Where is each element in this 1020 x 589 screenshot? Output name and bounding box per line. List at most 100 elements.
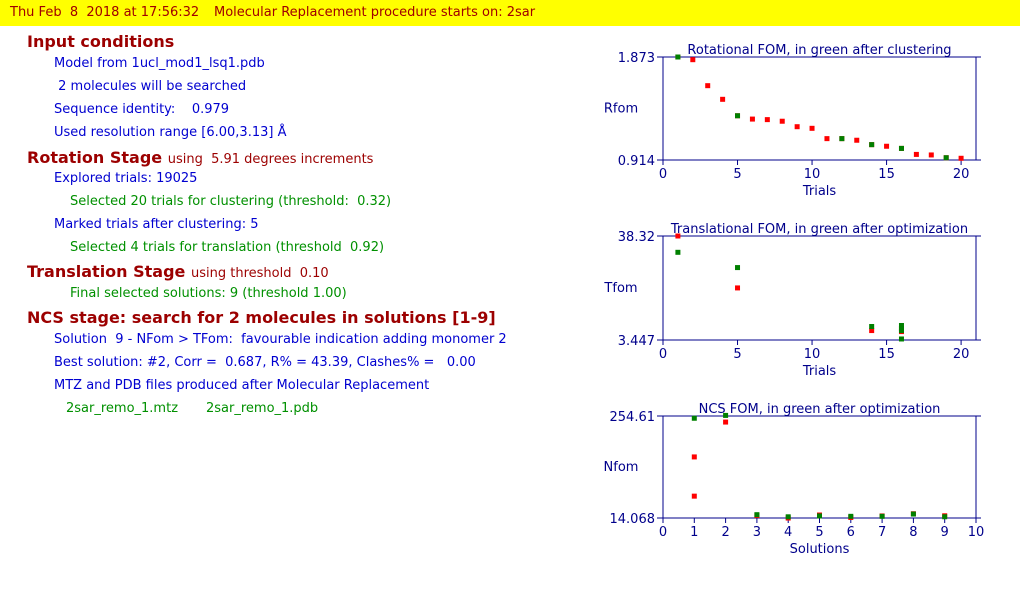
chart-2-ytick-label: 3.447 bbox=[618, 334, 655, 349]
resolution-line: Used resolution range [6.00,3.13] Å bbox=[54, 125, 287, 140]
explored-trials-line: Explored trials: 19025 bbox=[54, 171, 198, 186]
chart-2-red-point bbox=[735, 285, 741, 291]
chart-1-xlabel: Trials bbox=[802, 184, 837, 199]
ncs-stage-heading: NCS stage: search for 2 molecules in sol… bbox=[27, 308, 496, 327]
chart-3-xtick-label: 9 bbox=[941, 525, 949, 540]
chart-1-red-point bbox=[705, 83, 711, 89]
chart-3-title: NCS FOM, in green after optimization bbox=[699, 402, 941, 417]
solution-line: Solution 9 - NFom > TFom: favourable ind… bbox=[54, 332, 507, 347]
chart-3-green-point bbox=[691, 415, 697, 421]
banner-message: Molecular Replacement procedure starts o… bbox=[214, 5, 536, 20]
chart-2-ylabel: Tfom bbox=[603, 281, 637, 296]
chart-1-green-point bbox=[735, 113, 741, 119]
chart-1-red-point bbox=[884, 143, 890, 149]
chart-3-xtick-label: 10 bbox=[968, 525, 985, 540]
chart-1-xtick-label: 10 bbox=[804, 167, 821, 182]
chart-1-xtick-label: 20 bbox=[953, 167, 970, 182]
chart-1-red-point bbox=[824, 136, 830, 142]
status-banner: Thu Feb 8 2018 at 17:56:32 Molecular Rep… bbox=[0, 0, 1020, 26]
chart-2-xtick-label: 15 bbox=[878, 347, 895, 362]
chart-3-green-point bbox=[817, 513, 822, 519]
chart-3-green-point bbox=[942, 514, 948, 520]
chart-3-green-point bbox=[723, 412, 729, 418]
sequence-identity-line: Sequence identity: 0.979 bbox=[54, 102, 230, 117]
chart-3-ytick-label: 254.61 bbox=[610, 410, 656, 425]
chart-2-green-point bbox=[735, 265, 741, 271]
chart-3-green-point bbox=[879, 513, 885, 519]
chart-3-xtick-label: 2 bbox=[721, 525, 729, 540]
input-conditions-heading: Input conditions bbox=[27, 32, 175, 51]
molecules-line: 2 molecules will be searched bbox=[54, 79, 247, 94]
rotation-stage-heading: Rotation Stage using 5.91 degrees increm… bbox=[27, 148, 373, 167]
chart-2-red-point bbox=[869, 328, 875, 334]
chart-1-red-point bbox=[913, 151, 919, 157]
chart-2-green-point bbox=[898, 322, 904, 328]
translation-stage-title: Translation Stage bbox=[27, 262, 186, 281]
chart-3-red-point bbox=[691, 454, 697, 460]
chart-1-green-point bbox=[869, 142, 875, 148]
chart-2-xtick-label: 10 bbox=[804, 347, 821, 362]
mtz-file-link[interactable]: 2sar_remo_1.mtz bbox=[66, 401, 179, 416]
chart-1-frame bbox=[662, 56, 977, 161]
chart-3-red-point bbox=[723, 419, 729, 425]
chart-2-green-point bbox=[869, 324, 875, 330]
chart-2-green-point bbox=[898, 328, 904, 334]
chart-1-red-point bbox=[809, 125, 815, 131]
rotation-stage-title: Rotation Stage bbox=[27, 148, 163, 167]
chart-3-green-point bbox=[754, 512, 760, 518]
translation-stage-heading: Translation Stage using threshold 0.10 bbox=[27, 262, 329, 281]
chart-1-xtick-label: 15 bbox=[878, 167, 895, 182]
banner-date: Thu Feb 8 2018 at 17:56:32 bbox=[10, 5, 200, 20]
chart-2-xlabel: Trials bbox=[802, 364, 837, 379]
model-line: Model from 1ucl_mod1_lsq1.pdb bbox=[54, 56, 265, 71]
chart-2-ytick-label: 38.32 bbox=[618, 230, 655, 245]
chart-1-red-point bbox=[720, 96, 726, 102]
chart-3-green-point bbox=[785, 514, 791, 520]
marked-trials-line: Marked trials after clustering: 5 bbox=[54, 217, 259, 232]
final-selected-line: Final selected solutions: 9 (threshold 1… bbox=[70, 286, 347, 301]
chart-3-ylabel: Nfom bbox=[604, 460, 639, 475]
chart-1-red-point bbox=[854, 137, 860, 143]
chart-2-xtick-label: 5 bbox=[733, 347, 741, 362]
chart-1-title: Rotational FOM, in green after clusterin… bbox=[687, 43, 951, 58]
best-solution-line: Best solution: #2, Corr = 0.687, R% = 43… bbox=[54, 355, 476, 370]
chart-3-ytick-label: 14.068 bbox=[610, 512, 656, 527]
chart-2-xtick-label: 20 bbox=[953, 347, 970, 362]
chart-1-red-point bbox=[749, 116, 755, 122]
chart-3-xtick-label: 3 bbox=[753, 525, 761, 540]
selected-clustering-line: Selected 20 trials for clustering (thres… bbox=[70, 194, 392, 209]
chart-1-red-point bbox=[764, 117, 770, 123]
chart-3-frame bbox=[662, 415, 977, 519]
chart-1-red-point bbox=[690, 57, 696, 63]
chart-2-green-point bbox=[898, 336, 904, 342]
chart-3-xtick-label: 6 bbox=[847, 525, 855, 540]
chart-3-xtick-label: 4 bbox=[784, 525, 792, 540]
chart-3-green-point bbox=[910, 511, 916, 517]
chart-3-xtick-label: 1 bbox=[690, 525, 698, 540]
chart-2-green-point bbox=[675, 249, 681, 255]
selected-translation-line: Selected 4 trials for translation (thres… bbox=[70, 240, 385, 255]
chart-3-xtick-label: 7 bbox=[878, 525, 886, 540]
translation-stage-subtitle: using threshold 0.10 bbox=[190, 266, 329, 281]
chart-1-ytick-label: 1.873 bbox=[618, 51, 655, 66]
chart-3-xlabel: Solutions bbox=[790, 542, 850, 557]
pdb-file-link[interactable]: 2sar_remo_1.pdb bbox=[206, 401, 319, 416]
chart-2-frame bbox=[662, 235, 977, 341]
chart-2-red-point bbox=[675, 233, 681, 239]
chart-1-red-point bbox=[779, 118, 785, 124]
chart-1-green-point bbox=[898, 145, 904, 151]
chart-3-xtick-label: 0 bbox=[659, 525, 667, 540]
chart-1-red-point bbox=[928, 152, 934, 158]
chart-1-ytick-label: 0.914 bbox=[618, 154, 655, 169]
chart-3-green-point bbox=[848, 513, 854, 519]
chart-3-xtick-label: 8 bbox=[909, 525, 917, 540]
chart-1-red-point bbox=[794, 124, 800, 130]
chart-1-green-point bbox=[675, 54, 681, 60]
chart-2-xtick-label: 0 bbox=[659, 347, 667, 362]
chart-1-ylabel: Rfom bbox=[604, 102, 638, 117]
chart-3-xtick-label: 5 bbox=[815, 525, 823, 540]
chart-1-xtick-label: 0 bbox=[659, 167, 667, 182]
rotation-stage-subtitle: using 5.91 degrees increments bbox=[167, 152, 374, 167]
chart-2-title: Translational FOM, in green after optimi… bbox=[670, 222, 968, 237]
